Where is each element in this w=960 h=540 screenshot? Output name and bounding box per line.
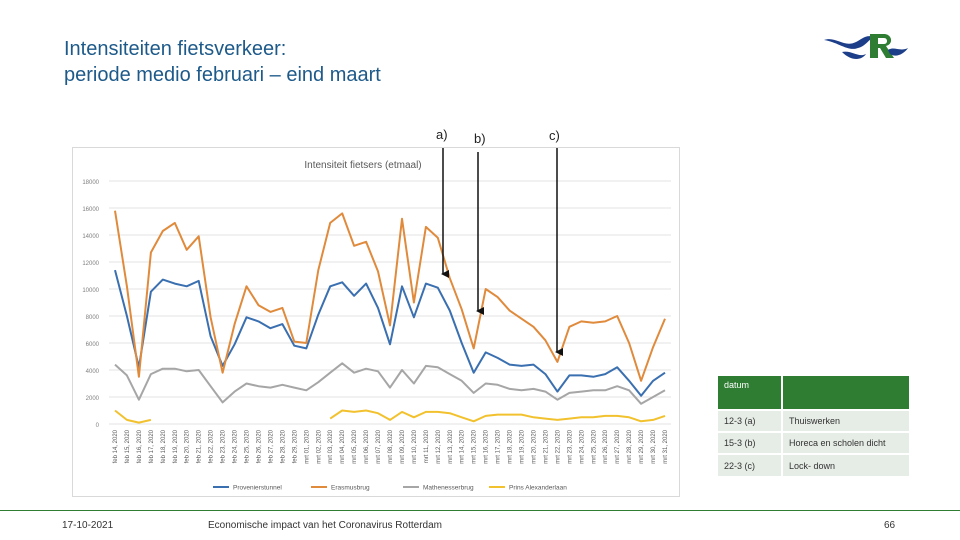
series-line-1	[114, 269, 666, 397]
x-tick-label: mrt 13, 2020	[448, 429, 454, 463]
title-line-2: periode medio februari – eind maart	[64, 64, 381, 86]
legend-label: Erasmusbrug	[331, 485, 370, 492]
series-lines	[114, 210, 666, 424]
y-tick-label: 16000	[82, 207, 99, 213]
x-tick-label: feb 17, 2020	[149, 429, 155, 463]
x-tick-label: mrt 09, 2020	[400, 429, 406, 463]
x-tick-label: mrt 18, 2020	[508, 429, 514, 463]
x-tick-label: mrt 31, 2020	[663, 429, 669, 463]
x-tick-label: mrt 08, 2020	[388, 429, 394, 463]
x-tick-label: mrt 11, 2020	[424, 429, 430, 463]
y-tick-label: 6000	[86, 342, 100, 348]
footer-title: Economische impact van het Coronavirus R…	[208, 520, 442, 531]
x-tick-label: mrt 25, 2020	[591, 429, 597, 463]
x-tick-label: mrt 16, 2020	[484, 429, 490, 463]
x-tick-label: mrt 23, 2020	[567, 429, 573, 463]
rotterdam-logo-icon	[824, 34, 908, 59]
chart-frame: Intensiteit fietsers (etmaal) 0 2000 4000 6…	[72, 147, 680, 497]
x-tick-label: mrt 17, 2020	[496, 429, 502, 463]
x-tick-label: mrt 24, 2020	[579, 429, 585, 463]
y-tick-label: 18000	[82, 180, 99, 186]
x-tick-label: feb 26, 2020	[256, 429, 262, 463]
y-tick-label: 0	[96, 423, 100, 429]
x-tick-label: mrt 04, 2020	[340, 429, 346, 463]
legend-label: Mathenesserbrug	[423, 485, 474, 492]
x-tick-label: feb 23, 2020	[221, 429, 227, 463]
x-tick-label: mrt 28, 2020	[627, 429, 633, 463]
x-tick-label: mrt 07, 2020	[376, 429, 382, 463]
x-tick-label: mrt 20, 2020	[531, 429, 537, 463]
x-tick-labels: feb 14, 2020 feb 15, 2020 feb 16, 2020 feb …	[113, 429, 669, 463]
x-tick-label: mrt 05, 2020	[352, 429, 358, 463]
chart-title: Intensiteit fietsers (etmaal)	[304, 160, 421, 171]
x-tick-label: mrt 06, 2020	[364, 429, 370, 463]
title-line-1: Intensiteiten fietsverkeer:	[64, 38, 287, 60]
y-tick-label: 4000	[86, 369, 100, 375]
x-tick-label: feb 28, 2020	[280, 429, 286, 463]
x-tick-label: mrt 14, 2020	[460, 429, 466, 463]
event-table: datum 12-3 (a) Thuiswerken 15-3 (b) Hore…	[718, 376, 909, 476]
y-tick-label: 2000	[86, 396, 100, 402]
x-tick-label: feb 25, 2020	[245, 429, 251, 463]
y-tick-labels: 0 2000 4000 6000 8000 10000 12000 14000 16000 180…	[82, 180, 99, 429]
event-label: Lock- down	[782, 453, 909, 476]
annotation-c-label: c)	[549, 128, 560, 143]
x-tick-label: mrt 02, 2020	[316, 429, 322, 463]
x-tick-label: mrt 29, 2020	[639, 429, 645, 463]
legend-label: Prins Alexanderlaan	[509, 485, 567, 492]
series-line-2	[114, 210, 666, 382]
event-date: 15-3 (b)	[718, 431, 783, 454]
event-table-header-empty	[782, 376, 909, 410]
event-label: Thuiswerken	[782, 409, 909, 432]
x-tick-label: mrt 21, 2020	[543, 429, 549, 463]
x-tick-label: feb 21, 2020	[197, 429, 203, 463]
annotation-b-label: b)	[474, 131, 486, 146]
footer-date: 17-10-2021	[62, 520, 114, 531]
x-tick-label: mrt 03, 2020	[328, 429, 334, 463]
slide-title: Intensiteiten fietsverkeer: periode medi…	[64, 36, 381, 88]
y-tick-label: 14000	[82, 234, 99, 240]
x-tick-label: mrt 10, 2020	[412, 429, 418, 463]
x-tick-label: feb 29, 2020	[292, 429, 298, 463]
line-chart: Intensiteit fietsers (etmaal) 0 2000 4000 6…	[82, 160, 671, 492]
x-tick-label: feb 24, 2020	[233, 429, 239, 463]
chart-legend: Provenierstunnel Erasmusbrug Mathenesserbr…	[213, 485, 567, 492]
x-tick-label: feb 16, 2020	[137, 429, 143, 463]
event-table-row: 12-3 (a) Thuiswerken	[718, 409, 909, 432]
event-table-header-date: datum	[718, 376, 783, 410]
x-tick-label: feb 14, 2020	[113, 429, 119, 463]
x-tick-label: mrt 01, 2020	[304, 429, 310, 463]
series-line-3	[114, 362, 666, 405]
footer-divider	[0, 510, 960, 511]
x-tick-label: feb 19, 2020	[173, 429, 179, 463]
y-tick-label: 10000	[82, 288, 99, 294]
event-table-row: 15-3 (b) Horeca en scholen dicht	[718, 431, 909, 454]
y-tick-label: 12000	[82, 261, 99, 267]
legend-label: Provenierstunnel	[233, 485, 282, 492]
event-label: Horeca en scholen dicht	[782, 431, 909, 454]
x-tick-label: feb 20, 2020	[185, 429, 191, 463]
event-date: 22-3 (c)	[718, 453, 783, 476]
y-tick-label: 8000	[86, 315, 100, 321]
x-tick-label: mrt 19, 2020	[520, 429, 526, 463]
series-line-4	[114, 409, 666, 424]
annotation-a-label: a)	[436, 127, 448, 142]
event-date: 12-3 (a)	[718, 409, 783, 432]
x-tick-label: mrt 22, 2020	[555, 429, 561, 463]
x-tick-label: mrt 30, 2020	[651, 429, 657, 463]
x-tick-label: feb 18, 2020	[161, 429, 167, 463]
event-table-header: datum	[718, 376, 909, 410]
x-tick-label: mrt 12, 2020	[436, 429, 442, 463]
x-tick-label: mrt 26, 2020	[603, 429, 609, 463]
x-tick-label: feb 15, 2020	[125, 429, 131, 463]
x-tick-label: feb 27, 2020	[268, 429, 274, 463]
x-tick-label: mrt 27, 2020	[615, 429, 621, 463]
event-table-row: 22-3 (c) Lock- down	[718, 453, 909, 476]
x-tick-label: feb 22, 2020	[209, 429, 215, 463]
page-number: 66	[884, 520, 896, 531]
x-tick-label: mrt 15, 2020	[472, 429, 478, 463]
